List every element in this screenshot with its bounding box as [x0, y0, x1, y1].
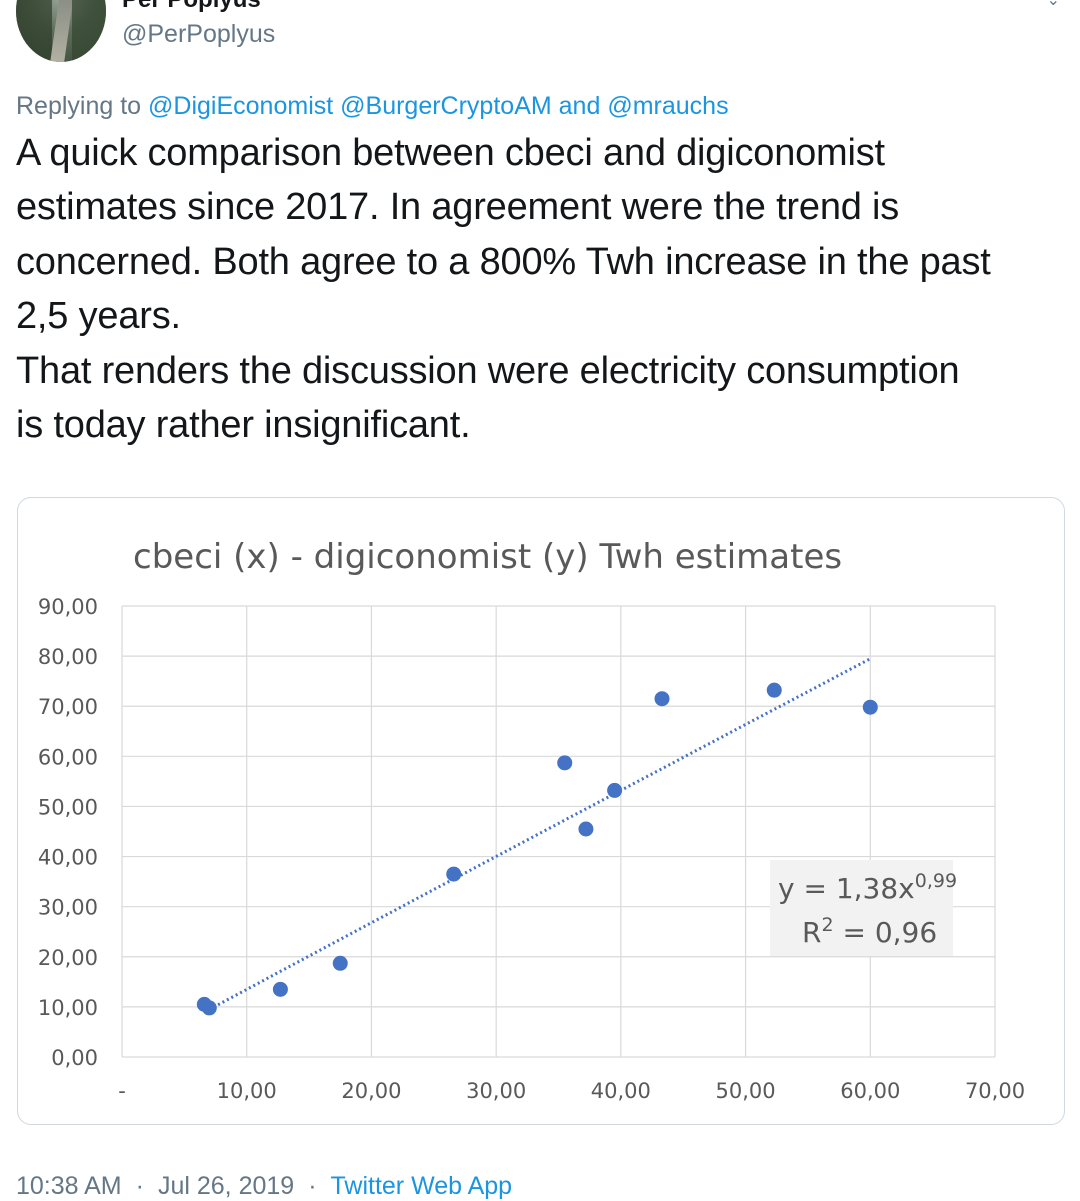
- r-squared-label: R2 = 0,96: [802, 914, 937, 949]
- y-tick-label: 40,00: [38, 846, 98, 870]
- tweet-text-line: concerned. Both agree to a 800% Twh incr…: [16, 240, 991, 283]
- y-tick-label: 20,00: [38, 946, 98, 970]
- scatter-chart: cbeci (x) - digiconomist (y) Twh estimat…: [38, 537, 1025, 1103]
- data-point: [578, 821, 594, 837]
- chart-image-card[interactable]: cbeci (x) - digiconomist (y) Twh estimat…: [17, 497, 1065, 1125]
- tweet-time[interactable]: 10:38 AM: [16, 1172, 122, 1200]
- data-point: [766, 682, 782, 698]
- chart-title: cbeci (x) - digiconomist (y) Twh estimat…: [133, 537, 842, 577]
- x-tick-label: 20,00: [341, 1079, 401, 1103]
- author-display-name[interactable]: Per Poplyus: [122, 0, 261, 14]
- x-tick-label: 40,00: [591, 1079, 651, 1103]
- x-tick-label: 70,00: [965, 1079, 1025, 1103]
- y-tick-label: 10,00: [38, 996, 98, 1020]
- tweet-text-line: estimates since 2017. In agreement were …: [16, 186, 900, 229]
- data-point: [332, 955, 348, 971]
- data-point: [557, 755, 573, 771]
- data-point: [446, 866, 462, 882]
- y-tick-label: 50,00: [38, 795, 98, 819]
- data-point: [272, 981, 288, 997]
- avatar[interactable]: [16, 0, 106, 62]
- mention-link[interactable]: @BurgerCryptoAM: [340, 92, 552, 120]
- x-tick-label: 50,00: [716, 1079, 776, 1103]
- x-tick-label: 30,00: [466, 1079, 526, 1103]
- tweet-text-line: 2,5 years.: [16, 295, 181, 338]
- footer-separator: ·: [135, 1172, 144, 1200]
- data-point: [201, 1000, 217, 1016]
- replying-to-label: Replying to: [16, 92, 142, 120]
- replying-to-line: Replying to @DigiEconomist @BurgerCrypto…: [16, 92, 729, 121]
- equation-box: [770, 860, 953, 956]
- data-point: [862, 699, 878, 715]
- y-tick-label: 60,00: [38, 745, 98, 769]
- x-tick-label: 60,00: [840, 1079, 900, 1103]
- x-tick-label: 10,00: [217, 1079, 277, 1103]
- mention-link[interactable]: @DigiEconomist: [148, 92, 334, 120]
- tweet-date[interactable]: Jul 26, 2019: [157, 1172, 295, 1200]
- mention-link[interactable]: @mrauchs: [607, 92, 729, 120]
- y-tick-label: 0,00: [51, 1046, 98, 1070]
- y-tick-label: 30,00: [38, 896, 98, 920]
- data-point: [607, 782, 623, 798]
- avatar-trees-right: [72, 0, 106, 62]
- x-tick-label: -: [118, 1079, 126, 1103]
- equation-label: y = 1,38x0,99: [778, 870, 957, 905]
- author-handle[interactable]: @PerPoplyus: [122, 20, 276, 48]
- y-tick-label: 90,00: [38, 595, 98, 619]
- mention-conjunction[interactable]: and: [558, 92, 601, 120]
- avatar-road: [49, 0, 73, 62]
- y-tick-label: 80,00: [38, 645, 98, 669]
- tweet-text: A quick comparison between cbeci and dig…: [16, 126, 1076, 452]
- data-point: [654, 691, 670, 707]
- footer-separator: ·: [308, 1172, 317, 1200]
- tweet-text-line: A quick comparison between cbeci and dig…: [16, 132, 885, 174]
- tweet-source-app[interactable]: Twitter Web App: [330, 1172, 513, 1200]
- avatar-trees-left: [16, 0, 52, 62]
- tweet-text-line: That renders the discussion were electri…: [16, 349, 960, 392]
- y-tick-label: 70,00: [38, 695, 98, 719]
- chevron-down-icon[interactable]: ⌄: [1046, 0, 1060, 9]
- tweet-text-line: is today rather insignificant.: [16, 404, 471, 447]
